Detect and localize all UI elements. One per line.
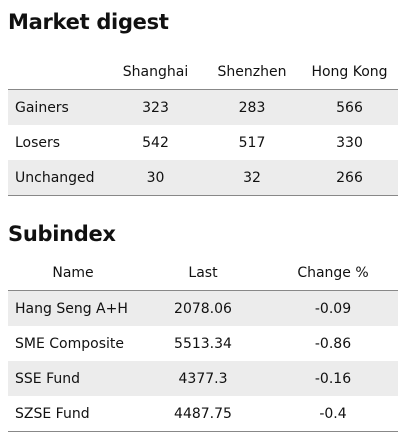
cell: 32 bbox=[203, 160, 301, 196]
table-row: Losers 542 517 330 bbox=[8, 125, 398, 160]
table-row: SZSE Fund 4487.75 -0.4 bbox=[8, 396, 398, 432]
row-label: SSE Fund bbox=[8, 361, 138, 396]
market-table: Shanghai Shenzhen Hong Kong Gainers 323 283 56… bbox=[8, 55, 398, 196]
cell: 566 bbox=[301, 89, 398, 125]
cell: 330 bbox=[336, 134, 363, 151]
cell: -0.09 bbox=[268, 290, 398, 326]
cell: -0.4 bbox=[268, 396, 398, 432]
cell: 517 bbox=[238, 134, 266, 151]
header-cell: Last bbox=[138, 256, 268, 291]
header-cell: Change % bbox=[268, 256, 398, 291]
cell: -0.16 bbox=[268, 361, 398, 396]
cell: 323 bbox=[108, 89, 203, 125]
header-row: Name Last Change % bbox=[8, 256, 398, 291]
header-cell: Hong Kong bbox=[301, 55, 398, 90]
table-row: Gainers 323 283 566 bbox=[8, 89, 398, 125]
section-title: Subindex bbox=[8, 222, 116, 246]
table-row: Hang Seng A+H 2078.06 -0.09 bbox=[8, 290, 398, 326]
table-row: SSE Fund 4377.3 -0.16 bbox=[8, 361, 398, 396]
cell: 542 bbox=[142, 134, 169, 151]
row-label: SME Composite bbox=[15, 335, 124, 352]
header-cell bbox=[8, 55, 108, 90]
cell: 30 bbox=[108, 160, 203, 196]
cell: -0.86 bbox=[314, 335, 352, 352]
row-label: Unchanged bbox=[8, 160, 108, 196]
header-cell: Name bbox=[8, 256, 138, 291]
cell: 2078.06 bbox=[138, 290, 268, 326]
table-row: Unchanged 30 32 266 bbox=[8, 160, 398, 196]
subindex-table: Name Last Change % Hang Seng A+H 2078.06 -0.0… bbox=[8, 256, 398, 432]
header-cell: Shanghai bbox=[108, 55, 203, 90]
header-cell: Shenzhen bbox=[203, 55, 301, 90]
table-row: SME Composite 5513.34 -0.86 bbox=[8, 326, 398, 361]
section-title: Market digest bbox=[8, 10, 169, 34]
row-label: Losers bbox=[15, 134, 61, 151]
cell: 266 bbox=[301, 160, 398, 196]
row-label: Hang Seng A+H bbox=[8, 290, 138, 326]
cell: 4487.75 bbox=[138, 396, 268, 432]
header-row: Shanghai Shenzhen Hong Kong bbox=[8, 55, 398, 90]
cell: 5513.34 bbox=[174, 335, 232, 352]
row-label: SZSE Fund bbox=[8, 396, 138, 432]
cell: 4377.3 bbox=[138, 361, 268, 396]
row-label: Gainers bbox=[8, 89, 108, 125]
cell: 283 bbox=[203, 89, 301, 125]
